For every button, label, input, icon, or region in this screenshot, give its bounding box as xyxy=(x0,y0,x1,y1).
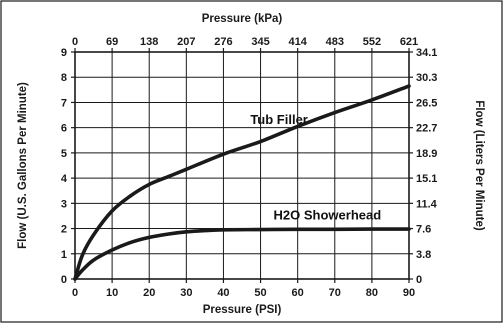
x-top-tick-label: 69 xyxy=(106,36,118,48)
series-lines xyxy=(73,84,411,281)
x-top-tick-label: 345 xyxy=(251,36,269,48)
tick-labels: 0010692013830207402765034560414704838055… xyxy=(61,36,438,299)
y-left-tick-label: 7 xyxy=(61,97,67,109)
x-top-tick-label: 138 xyxy=(140,36,158,48)
x-bottom-tick-label: 40 xyxy=(217,287,229,299)
plot-frame xyxy=(74,51,410,280)
x-bottom-tick-label: 0 xyxy=(72,287,78,299)
y-right-tick-label: 30.3 xyxy=(416,72,437,84)
x-top-tick-label: 552 xyxy=(363,36,381,48)
y-left-tick-label: 0 xyxy=(61,274,67,286)
series-label-h2o-showerhead: H2O Showerhead xyxy=(274,208,382,223)
x-top-tick-label: 276 xyxy=(214,36,232,48)
x-bottom-tick-label: 60 xyxy=(292,287,304,299)
series-label-tub-filler: Tub Filler xyxy=(250,112,308,127)
x-bottom-tick-label: 70 xyxy=(329,287,341,299)
x-bottom-tick-label: 90 xyxy=(403,287,415,299)
bottom-axis-title: Pressure (PSI) xyxy=(203,304,282,316)
x-top-tick-label: 207 xyxy=(177,36,195,48)
left-axis-title: Flow (U.S. Gallons Per Minute) xyxy=(17,82,29,249)
y-left-tick-label: 2 xyxy=(61,224,67,236)
y-left-tick-label: 4 xyxy=(61,173,68,185)
x-top-tick-label: 621 xyxy=(400,36,418,48)
y-right-tick-label: 0 xyxy=(416,274,422,286)
x-top-tick-label: 0 xyxy=(72,36,78,48)
right-axis-title: Flow (Liters Per Minute) xyxy=(473,100,485,231)
y-right-tick-label: 34.1 xyxy=(416,47,437,59)
x-bottom-tick-label: 50 xyxy=(254,287,266,299)
y-left-tick-label: 9 xyxy=(61,47,67,59)
y-right-tick-label: 26.5 xyxy=(416,97,437,109)
y-right-tick-label: 15.1 xyxy=(416,173,437,185)
x-bottom-tick-label: 80 xyxy=(366,287,378,299)
x-top-tick-label: 414 xyxy=(288,36,307,48)
series-line-tub-filler xyxy=(73,84,411,281)
y-left-tick-label: 3 xyxy=(61,198,67,210)
y-left-tick-label: 8 xyxy=(61,72,67,84)
x-top-tick-label: 483 xyxy=(326,36,344,48)
x-bottom-tick-label: 30 xyxy=(180,287,192,299)
y-right-tick-label: 18.9 xyxy=(416,148,437,160)
y-right-tick-label: 3.8 xyxy=(416,249,431,261)
x-bottom-tick-label: 10 xyxy=(106,287,118,299)
y-right-tick-label: 7.6 xyxy=(416,224,431,236)
x-bottom-tick-label: 20 xyxy=(143,287,155,299)
y-left-tick-label: 1 xyxy=(61,249,67,261)
y-right-tick-label: 11.4 xyxy=(416,198,438,210)
series-line-h2o-showerhead xyxy=(73,227,411,281)
axis-ticks xyxy=(71,48,413,283)
top-axis-title: Pressure (kPa) xyxy=(202,13,283,25)
y-left-tick-label: 5 xyxy=(61,148,67,160)
y-right-tick-label: 22.7 xyxy=(416,123,437,135)
y-left-tick-label: 6 xyxy=(61,123,67,135)
